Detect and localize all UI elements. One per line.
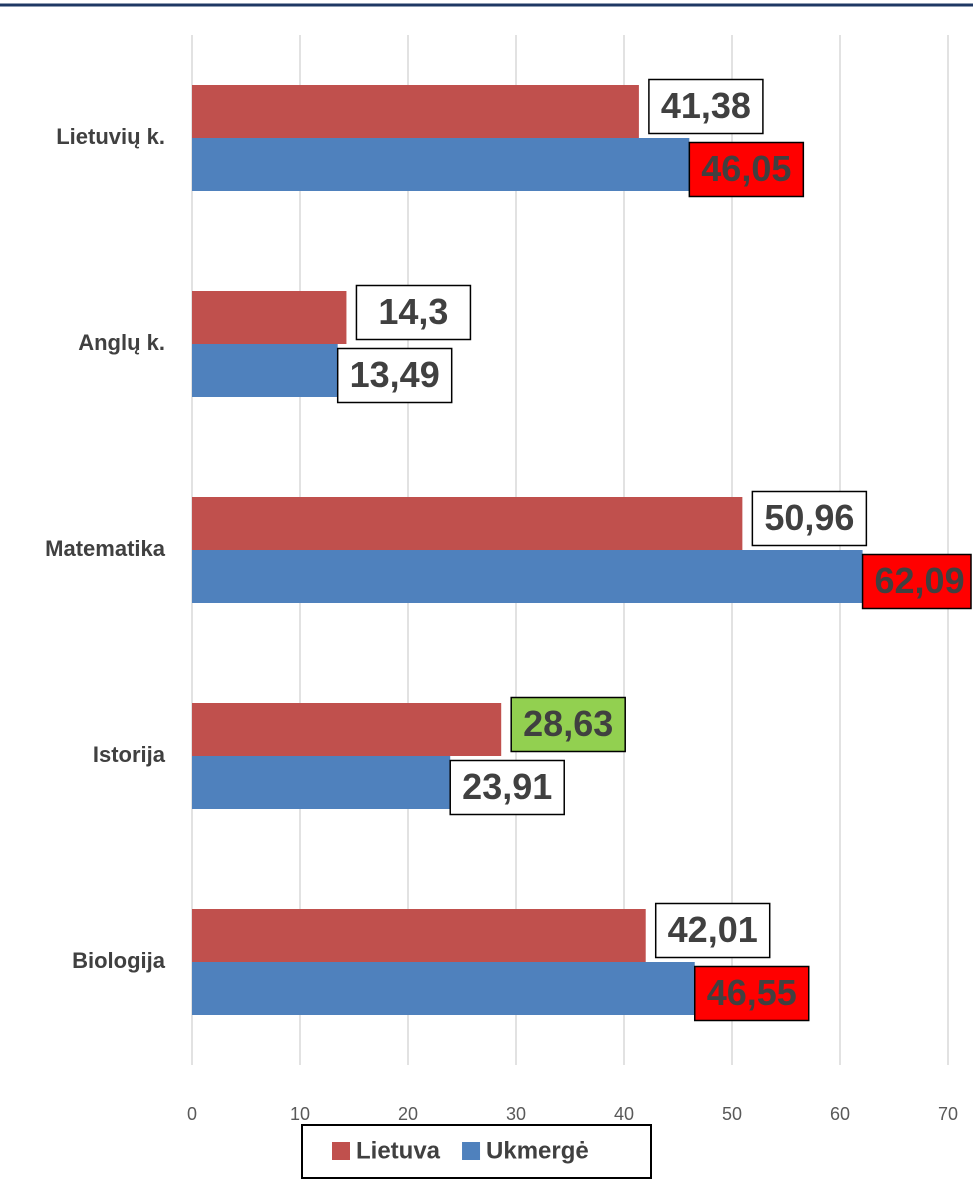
bar	[192, 962, 695, 1015]
bar	[192, 756, 451, 809]
value-label: 50,96	[764, 497, 854, 538]
bar	[192, 497, 743, 550]
y-tick-label: Istorija	[93, 742, 166, 767]
value-label-box	[648, 78, 764, 135]
x-tick-label: 30	[506, 1104, 526, 1124]
bar	[192, 291, 347, 344]
value-label: 46,05	[701, 148, 791, 189]
bar	[192, 344, 338, 397]
value-label: 46,55	[707, 972, 797, 1013]
bar	[192, 703, 502, 756]
x-tick-label: 40	[614, 1104, 634, 1124]
x-tick-label: 20	[398, 1104, 418, 1124]
y-tick-label: Anglų k.	[78, 330, 165, 355]
value-label: 23,91	[462, 766, 552, 807]
legend-label: Ukmergė	[486, 1137, 589, 1164]
x-tick-label: 0	[187, 1104, 197, 1124]
value-label-box	[355, 284, 472, 341]
legend-label: Lietuva	[356, 1137, 441, 1164]
x-tick-label: 50	[722, 1104, 742, 1124]
bar	[192, 138, 690, 191]
value-label: 13,49	[350, 354, 440, 395]
legend-swatch	[462, 1142, 481, 1160]
x-tick-label: 60	[830, 1104, 850, 1124]
value-label: 14,3	[378, 291, 448, 332]
y-tick-label: Lietuvių k.	[56, 124, 165, 149]
value-label-box	[654, 902, 771, 959]
value-label-box	[693, 965, 810, 1022]
value-label-box	[861, 553, 972, 610]
y-tick-label: Matematika	[45, 536, 166, 561]
value-label: 62,09	[875, 560, 965, 601]
value-label: 28,63	[523, 703, 613, 744]
value-label-box	[336, 347, 453, 404]
bar	[192, 85, 639, 138]
y-tick-label: Biologija	[72, 948, 166, 973]
bar	[192, 550, 863, 603]
value-label: 42,01	[668, 909, 758, 950]
bar	[192, 909, 646, 962]
value-label-box	[751, 490, 868, 547]
value-label-box	[449, 759, 565, 816]
x-tick-label: 10	[290, 1104, 310, 1124]
value-label-box	[510, 696, 626, 753]
value-label: 41,38	[661, 85, 751, 126]
legend-swatch	[332, 1142, 350, 1160]
value-label-box	[688, 141, 805, 198]
x-tick-label: 70	[938, 1104, 958, 1124]
